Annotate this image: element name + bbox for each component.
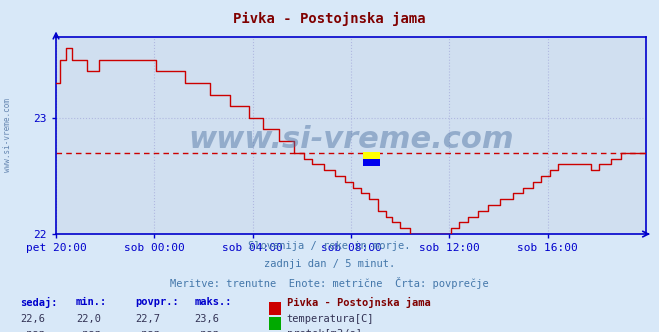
- Text: Pivka - Postojnska jama: Pivka - Postojnska jama: [233, 12, 426, 26]
- Text: 23,6: 23,6: [194, 314, 219, 324]
- Text: maks.:: maks.:: [194, 297, 232, 307]
- Text: 22,6: 22,6: [20, 314, 45, 324]
- Text: -nan: -nan: [20, 329, 45, 332]
- Text: sedaj:: sedaj:: [20, 297, 57, 308]
- Text: pretok[m3/s]: pretok[m3/s]: [287, 329, 362, 332]
- Text: min.:: min.:: [76, 297, 107, 307]
- Text: www.si-vreme.com: www.si-vreme.com: [188, 125, 514, 154]
- FancyBboxPatch shape: [363, 151, 380, 158]
- Text: temperatura[C]: temperatura[C]: [287, 314, 374, 324]
- Text: zadnji dan / 5 minut.: zadnji dan / 5 minut.: [264, 259, 395, 269]
- Text: www.si-vreme.com: www.si-vreme.com: [3, 98, 13, 172]
- Text: Slovenija / reke in morje.: Slovenija / reke in morje.: [248, 241, 411, 251]
- Text: povpr.:: povpr.:: [135, 297, 179, 307]
- Text: Pivka - Postojnska jama: Pivka - Postojnska jama: [287, 297, 430, 308]
- Text: Meritve: trenutne  Enote: metrične  Črta: povprečje: Meritve: trenutne Enote: metrične Črta: …: [170, 277, 489, 289]
- FancyBboxPatch shape: [363, 158, 380, 165]
- Text: 22,0: 22,0: [76, 314, 101, 324]
- Text: -nan: -nan: [135, 329, 160, 332]
- Text: -nan: -nan: [76, 329, 101, 332]
- Text: 22,7: 22,7: [135, 314, 160, 324]
- Text: -nan: -nan: [194, 329, 219, 332]
